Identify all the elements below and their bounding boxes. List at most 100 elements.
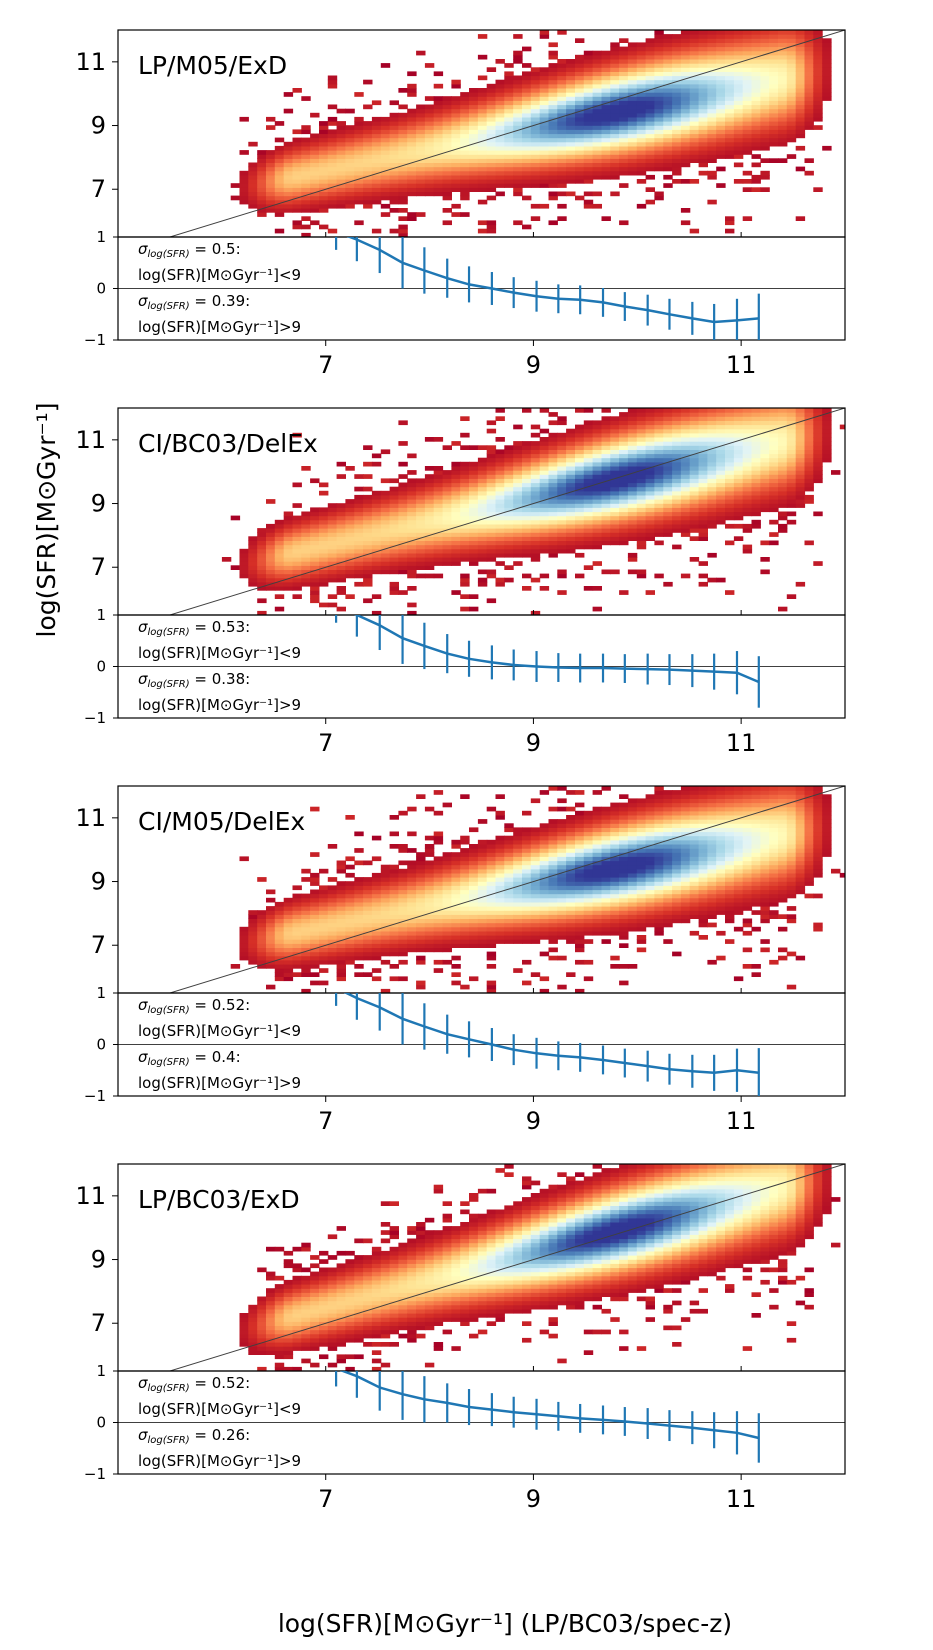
heatmap-cell bbox=[610, 860, 620, 866]
heatmap-cell bbox=[292, 569, 302, 575]
heatmap-cell bbox=[433, 100, 444, 106]
heatmap-cell bbox=[751, 38, 761, 43]
heatmap-cell bbox=[371, 523, 382, 529]
heatmap-cell bbox=[336, 125, 346, 130]
heatmap-cell bbox=[733, 536, 744, 541]
heatmap-cell bbox=[689, 420, 700, 426]
heatmap-cell bbox=[707, 125, 717, 130]
heatmap-cell bbox=[486, 125, 497, 130]
heatmap-cell bbox=[627, 145, 638, 151]
heatmap-cell bbox=[336, 108, 346, 114]
heatmap-cell bbox=[310, 141, 320, 147]
heatmap-cell bbox=[310, 540, 320, 546]
heatmap-cell bbox=[557, 914, 567, 919]
heatmap-cell bbox=[416, 794, 426, 799]
heatmap-cell bbox=[407, 889, 417, 895]
heatmap-cell bbox=[539, 141, 550, 147]
heatmap-cell bbox=[751, 104, 761, 110]
heatmap-cell bbox=[345, 893, 355, 899]
heatmap-cell bbox=[513, 848, 523, 853]
heatmap-cell bbox=[663, 63, 673, 68]
heatmap-cell bbox=[495, 918, 505, 924]
heatmap-cell bbox=[354, 552, 364, 558]
heatmap-cell bbox=[248, 536, 258, 541]
heatmap-cell bbox=[760, 145, 770, 151]
heatmap-cell bbox=[539, 856, 550, 862]
heatmap-cell bbox=[460, 470, 470, 475]
heatmap-cell bbox=[689, 63, 700, 68]
heatmap-cell bbox=[248, 183, 258, 188]
heatmap-cell bbox=[504, 162, 514, 168]
sigma-subscript: log(SFR) bbox=[148, 301, 190, 312]
heatmap-cell bbox=[486, 108, 497, 114]
heatmap-cell bbox=[583, 75, 594, 81]
heatmap-cell bbox=[548, 453, 558, 459]
heatmap-cell bbox=[751, 470, 761, 475]
heatmap-cell bbox=[371, 494, 382, 500]
heatmap-cell bbox=[477, 581, 488, 587]
heatmap-cell bbox=[733, 408, 744, 413]
heatmap-cell bbox=[733, 466, 744, 471]
heatmap-cell bbox=[380, 557, 391, 562]
heatmap-cell bbox=[451, 474, 461, 479]
heatmap-cell bbox=[672, 75, 682, 81]
heatmap-cell bbox=[469, 918, 479, 924]
heatmap-cell bbox=[477, 125, 488, 130]
heatmap-cell bbox=[786, 54, 797, 60]
heatmap-cell bbox=[786, 63, 797, 68]
heatmap-cell bbox=[416, 170, 426, 176]
heatmap-cell bbox=[725, 79, 735, 85]
heatmap-cell bbox=[575, 922, 585, 928]
heatmap-cell bbox=[795, 466, 806, 471]
heatmap-cell bbox=[627, 50, 638, 56]
heatmap-cell bbox=[310, 154, 320, 159]
heatmap-cell bbox=[557, 486, 567, 492]
heatmap-cell bbox=[575, 947, 585, 953]
heatmap-cell bbox=[451, 116, 461, 122]
heatmap-cell bbox=[380, 503, 391, 508]
heatmap-cell bbox=[769, 482, 779, 488]
heatmap-cell bbox=[451, 503, 461, 508]
heatmap-cell bbox=[698, 75, 708, 81]
heatmap-cell bbox=[416, 162, 426, 168]
heatmap-cell bbox=[725, 67, 735, 72]
heatmap-cell bbox=[319, 166, 329, 172]
heatmap-cell bbox=[257, 561, 267, 566]
heatmap-cell bbox=[636, 482, 647, 488]
heatmap-cell bbox=[504, 482, 514, 488]
heatmap-cell bbox=[575, 490, 585, 496]
heatmap-cell bbox=[310, 852, 320, 857]
heatmap-cell bbox=[583, 914, 594, 919]
heatmap-cell bbox=[751, 449, 761, 455]
heatmap-cell bbox=[371, 158, 382, 163]
heatmap-cell bbox=[557, 906, 567, 911]
heatmap-cell bbox=[601, 170, 611, 176]
heatmap-cell bbox=[645, 88, 655, 93]
heatmap-cell bbox=[627, 416, 638, 421]
heatmap-cell bbox=[627, 441, 638, 446]
heatmap-cell bbox=[689, 88, 700, 93]
heatmap-cell bbox=[583, 437, 594, 442]
heatmap-cell bbox=[416, 499, 426, 504]
heatmap-cell bbox=[248, 561, 258, 566]
heatmap-cell bbox=[424, 96, 435, 101]
heatmap-cell bbox=[319, 569, 329, 575]
heatmap-cell bbox=[416, 174, 426, 180]
heatmap-cell bbox=[689, 490, 700, 496]
heatmap-cell bbox=[407, 806, 417, 812]
heatmap-cell bbox=[689, 121, 700, 126]
heatmap-cell bbox=[557, 453, 567, 459]
heatmap-cell bbox=[495, 154, 505, 159]
heatmap-cell bbox=[292, 523, 302, 529]
heatmap-cell bbox=[522, 939, 532, 944]
heatmap-cell bbox=[354, 474, 364, 479]
heatmap-cell bbox=[619, 856, 629, 862]
heatmap-cell bbox=[601, 92, 611, 97]
heatmap-cell bbox=[530, 179, 541, 184]
heatmap-cell bbox=[239, 170, 249, 176]
heatmap-cell bbox=[672, 92, 682, 97]
heatmap-cell bbox=[380, 125, 391, 130]
heatmap-cell bbox=[822, 92, 832, 97]
heatmap-cell bbox=[636, 511, 647, 517]
heatmap-cell bbox=[327, 914, 338, 919]
